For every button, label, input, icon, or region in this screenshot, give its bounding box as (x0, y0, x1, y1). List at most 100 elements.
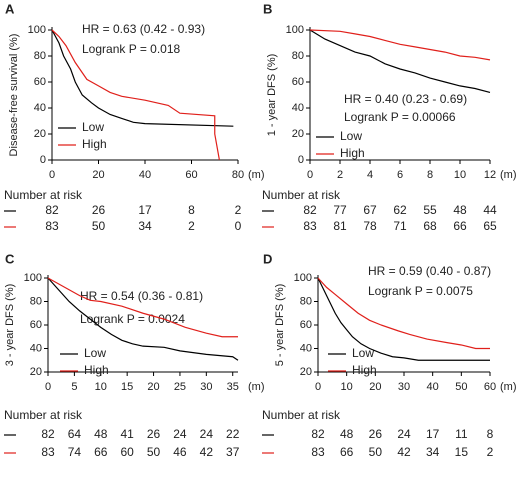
x-tick-label: 2 (337, 169, 343, 181)
risk-title: Number at risk (262, 188, 341, 202)
y-tick-label: 60 (30, 319, 42, 331)
x-tick-label: 10 (341, 381, 353, 393)
risk-count: 68 (423, 219, 437, 233)
y-tick-label: 0 (40, 154, 46, 166)
annotation: Logrank P = 0.0024 (80, 312, 185, 326)
risk-count: 83 (311, 445, 325, 459)
risk-count: 82 (303, 203, 317, 217)
y-tick-label: 80 (30, 295, 42, 307)
x-tick-label: 35 (227, 381, 239, 393)
x-tick-label: 0 (307, 169, 313, 181)
annotation: Logrank P = 0.00066 (344, 110, 456, 124)
survival-curve (317, 277, 490, 361)
risk-count: 48 (340, 427, 354, 441)
legend-label: Low (352, 346, 374, 360)
annotation: Logrank P = 0.0075 (368, 284, 473, 298)
risk-count: 46 (173, 445, 187, 459)
x-tick-label: 30 (200, 381, 212, 393)
risk-count: 2 (487, 445, 494, 459)
legend-label: High (352, 363, 377, 377)
risk-count: 37 (226, 445, 240, 459)
y-tick-label: 20 (300, 366, 312, 378)
y-tick-label: 100 (28, 24, 46, 36)
risk-count: 82 (311, 427, 325, 441)
x-tick-label: 20 (147, 381, 159, 393)
risk-count: 74 (68, 445, 82, 459)
risk-count: 26 (92, 203, 106, 217)
risk-count: 83 (303, 219, 317, 233)
y-tick-label: 80 (292, 50, 304, 62)
risk-count: 67 (363, 203, 377, 217)
x-tick-label: 60 (185, 169, 197, 181)
y-tick-label: 100 (294, 272, 312, 284)
risk-count: 42 (200, 445, 214, 459)
x-tick-label: 0 (49, 169, 55, 181)
risk-count: 42 (397, 445, 411, 459)
y-tick-label: 40 (30, 342, 42, 354)
risk-count: 50 (147, 445, 161, 459)
risk-title: Number at risk (4, 408, 83, 422)
x-tick-label: 12 (484, 169, 496, 181)
risk-count: 34 (426, 445, 440, 459)
survival-curve (317, 277, 490, 350)
risk-count: 71 (393, 219, 407, 233)
risk-count: 77 (333, 203, 347, 217)
survival-curve (47, 277, 239, 361)
x-tick-label: 20 (369, 381, 381, 393)
risk-count: 81 (333, 219, 347, 233)
risk-count: 44 (483, 203, 497, 217)
x-tick-label: 25 (174, 381, 186, 393)
x-tick-label: 15 (121, 381, 133, 393)
y-axis-label: 3 - year DFS (%) (4, 284, 16, 367)
risk-count: 66 (453, 219, 467, 233)
annotation: HR = 0.54 (0.36 - 0.81) (80, 289, 203, 303)
y-axis-label: 1 - year DFS (%) (266, 54, 278, 137)
x-tick-label: 4 (367, 169, 373, 181)
y-tick-label: 20 (34, 128, 46, 140)
y-tick-label: 100 (286, 24, 304, 36)
y-tick-label: 40 (34, 102, 46, 114)
y-axis-label: 5 - year DFS (%) (274, 284, 286, 367)
risk-count: 64 (68, 427, 82, 441)
risk-count: 34 (138, 219, 152, 233)
risk-count: 82 (41, 427, 55, 441)
y-tick-label: 60 (300, 319, 312, 331)
annotation: HR = 0.59 (0.40 - 0.87) (368, 264, 491, 278)
risk-title: Number at risk (4, 188, 83, 202)
y-tick-label: 20 (30, 366, 42, 378)
y-tick-label: 80 (34, 50, 46, 62)
x-tick-label: 6 (397, 169, 403, 181)
survival-curve (51, 29, 234, 127)
risk-count: 62 (393, 203, 407, 217)
risk-count: 82 (45, 203, 59, 217)
x-tick-label: 50 (455, 381, 467, 393)
risk-count: 66 (340, 445, 354, 459)
x-tick-label: 80 (232, 169, 244, 181)
annotation: HR = 0.63 (0.42 - 0.93) (82, 22, 205, 36)
x-tick-label: 0 (315, 381, 321, 393)
x-tick-label: 60 (484, 381, 496, 393)
risk-count: 41 (120, 427, 134, 441)
risk-count: 24 (200, 427, 214, 441)
x-axis-label: (m) (500, 169, 516, 181)
risk-count: 66 (94, 445, 108, 459)
x-axis-label: (m) (248, 169, 265, 181)
risk-count: 26 (369, 427, 383, 441)
y-tick-label: 80 (300, 295, 312, 307)
annotation: Logrank P = 0.018 (82, 42, 181, 56)
x-tick-label: 10 (95, 381, 107, 393)
x-tick-label: 10 (454, 169, 466, 181)
x-tick-label: 8 (427, 169, 433, 181)
x-axis-label: (m) (500, 381, 516, 393)
panel-letter: C (5, 251, 15, 266)
risk-count: 83 (41, 445, 55, 459)
risk-count: 26 (147, 427, 161, 441)
legend-label: High (84, 363, 109, 377)
legend-label: High (340, 146, 365, 160)
risk-count: 11 (455, 427, 468, 441)
survival-curve (309, 29, 491, 93)
risk-count: 50 (92, 219, 106, 233)
legend-label: Low (340, 129, 362, 143)
risk-count: 22 (226, 427, 240, 441)
